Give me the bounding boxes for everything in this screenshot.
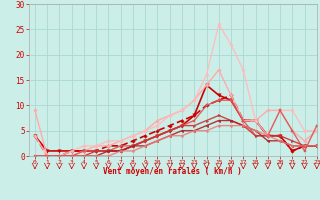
X-axis label: Vent moyen/en rafales ( km/h ): Vent moyen/en rafales ( km/h ) [103,167,242,176]
